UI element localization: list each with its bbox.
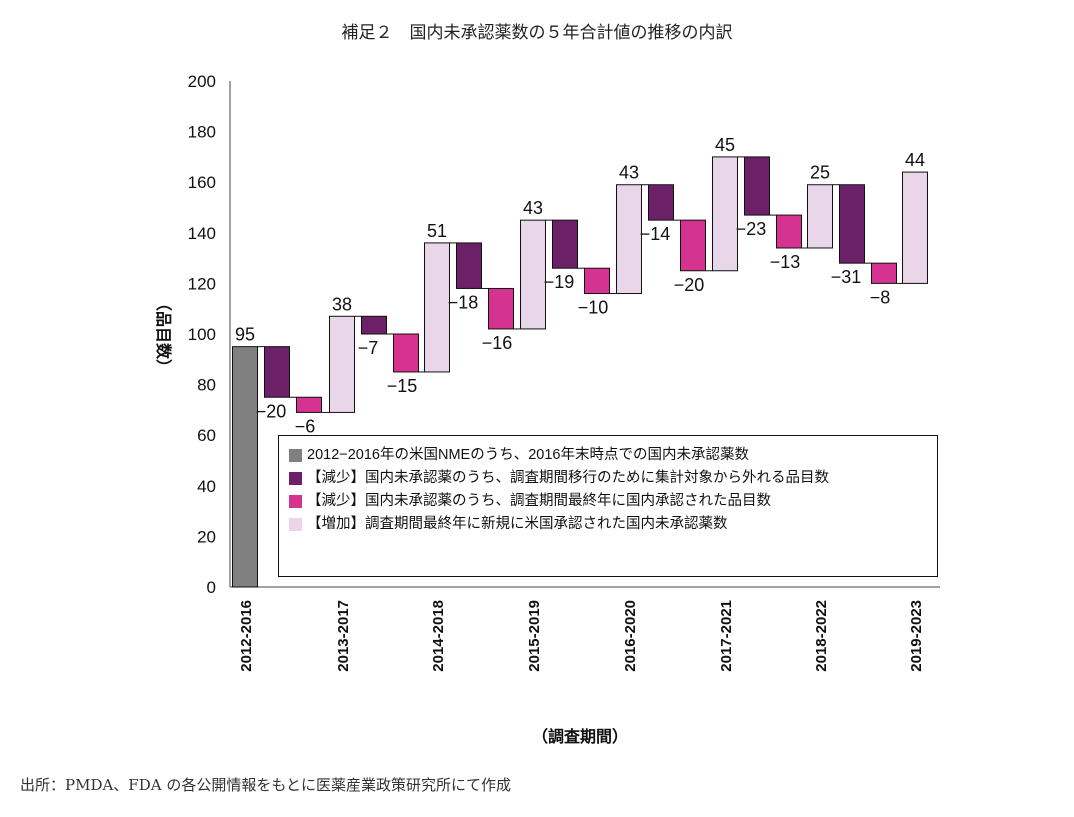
data-label: 43 <box>523 198 543 218</box>
y-tick-label: 100 <box>188 325 216 344</box>
legend-swatch <box>289 518 302 531</box>
legend-item: 【増加】調査期間最終年に新規に米国承認された国内未承認薬数 <box>289 513 927 536</box>
data-label: −18 <box>448 292 479 312</box>
bar-added <box>902 171 928 284</box>
data-label: −8 <box>870 287 891 307</box>
data-label: 95 <box>235 325 255 345</box>
data-label: −10 <box>578 298 609 318</box>
x-axis-label: （調査期間） <box>532 727 628 746</box>
legend-swatch <box>289 472 302 485</box>
y-tick-label: 60 <box>197 426 216 445</box>
bar-added <box>520 219 546 330</box>
data-label: 44 <box>905 150 925 170</box>
data-label: −20 <box>256 401 287 421</box>
bar-excluded <box>456 242 482 289</box>
x-tick-label: 2016-2020 <box>622 600 639 672</box>
data-label: −23 <box>736 219 767 239</box>
y-tick-label: 200 <box>188 72 216 91</box>
y-tick-label: 140 <box>188 224 216 243</box>
data-label: −16 <box>482 333 513 353</box>
bar-excluded <box>552 219 578 269</box>
legend-label: 【減少】国内未承認薬のうち、調査期間移行のために集計対象から外れる品目数 <box>307 470 829 486</box>
bar-excluded <box>744 156 770 216</box>
bar-added <box>329 315 355 413</box>
data-label: −31 <box>831 267 862 287</box>
x-tick-label: 2013-2017 <box>335 600 352 672</box>
legend-label: 【減少】国内未承認薬のうち、調査期間最終年に国内承認された品目数 <box>307 493 771 509</box>
data-label: −13 <box>770 252 801 272</box>
bar-excluded <box>648 184 674 221</box>
legend-swatch <box>289 495 302 508</box>
x-tick-label: 2017-2021 <box>718 600 735 672</box>
bar-approved <box>776 214 802 249</box>
bar-added <box>807 184 833 249</box>
data-label: 38 <box>332 294 352 314</box>
source-note: 出所：PMDA、FDA の各公開情報をもとに医薬産業政策研究所にて作成 <box>20 776 512 794</box>
data-label: −14 <box>640 224 671 244</box>
data-label: −15 <box>387 376 418 396</box>
legend-item: 【減少】国内未承認薬のうち、調査期間移行のために集計対象から外れる品目数 <box>289 467 927 490</box>
bar-excluded <box>361 315 387 335</box>
bar-excluded <box>264 346 290 398</box>
data-label: 43 <box>619 163 639 183</box>
data-label: 51 <box>427 221 447 241</box>
x-tick-label: 2012-2016 <box>238 600 255 672</box>
chart-title: 補足２ 国内未承認薬数の５年合計値の推移の内訳 <box>341 23 733 43</box>
y-tick-label: 180 <box>188 123 216 142</box>
data-label: −20 <box>674 275 705 295</box>
y-tick-label: 120 <box>188 274 216 293</box>
legend-label: 2012−2016年の米国NMEのうち、2016年末時点での国内未承認薬数 <box>307 447 749 463</box>
bar-added <box>712 156 738 272</box>
data-label: −7 <box>358 338 379 358</box>
bar-added <box>424 242 450 373</box>
bar-excluded <box>839 184 865 264</box>
legend-item: 【減少】国内未承認薬のうち、調査期間最終年に国内承認された品目数 <box>289 490 927 513</box>
y-tick-label: 160 <box>188 173 216 192</box>
y-tick-label: 20 <box>197 527 216 546</box>
x-tick-label: 2014-2018 <box>430 600 447 672</box>
x-tick-label: 2019-2023 <box>908 600 925 672</box>
legend-item: 2012−2016年の米国NMEのうち、2016年末時点での国内未承認薬数 <box>289 444 927 467</box>
legend-swatch <box>289 449 302 462</box>
y-tick-label: 0 <box>207 578 216 597</box>
bar-approved <box>871 262 897 284</box>
data-label: −6 <box>295 416 316 436</box>
y-tick-label: 40 <box>197 477 216 496</box>
bar-approved <box>584 267 610 295</box>
bar-approved <box>488 287 514 330</box>
legend-label: 【増加】調査期間最終年に新規に米国承認された国内未承認薬数 <box>307 516 728 532</box>
data-label: 25 <box>810 163 830 183</box>
data-label: 45 <box>715 135 735 155</box>
bar-approved <box>393 333 419 373</box>
bar-added <box>616 184 642 295</box>
y-tick-label: 80 <box>197 376 216 395</box>
x-tick-label: 2018-2022 <box>813 600 830 672</box>
bar-approved <box>680 219 706 272</box>
bar-approved <box>296 396 322 413</box>
x-tick-label: 2015-2019 <box>526 600 543 672</box>
bar-base <box>232 346 258 588</box>
data-label: −19 <box>544 272 575 292</box>
y-axis-label: （品目数） <box>154 295 173 375</box>
legend: 2012−2016年の米国NMEのうち、2016年末時点での国内未承認薬数【減少… <box>278 435 938 577</box>
